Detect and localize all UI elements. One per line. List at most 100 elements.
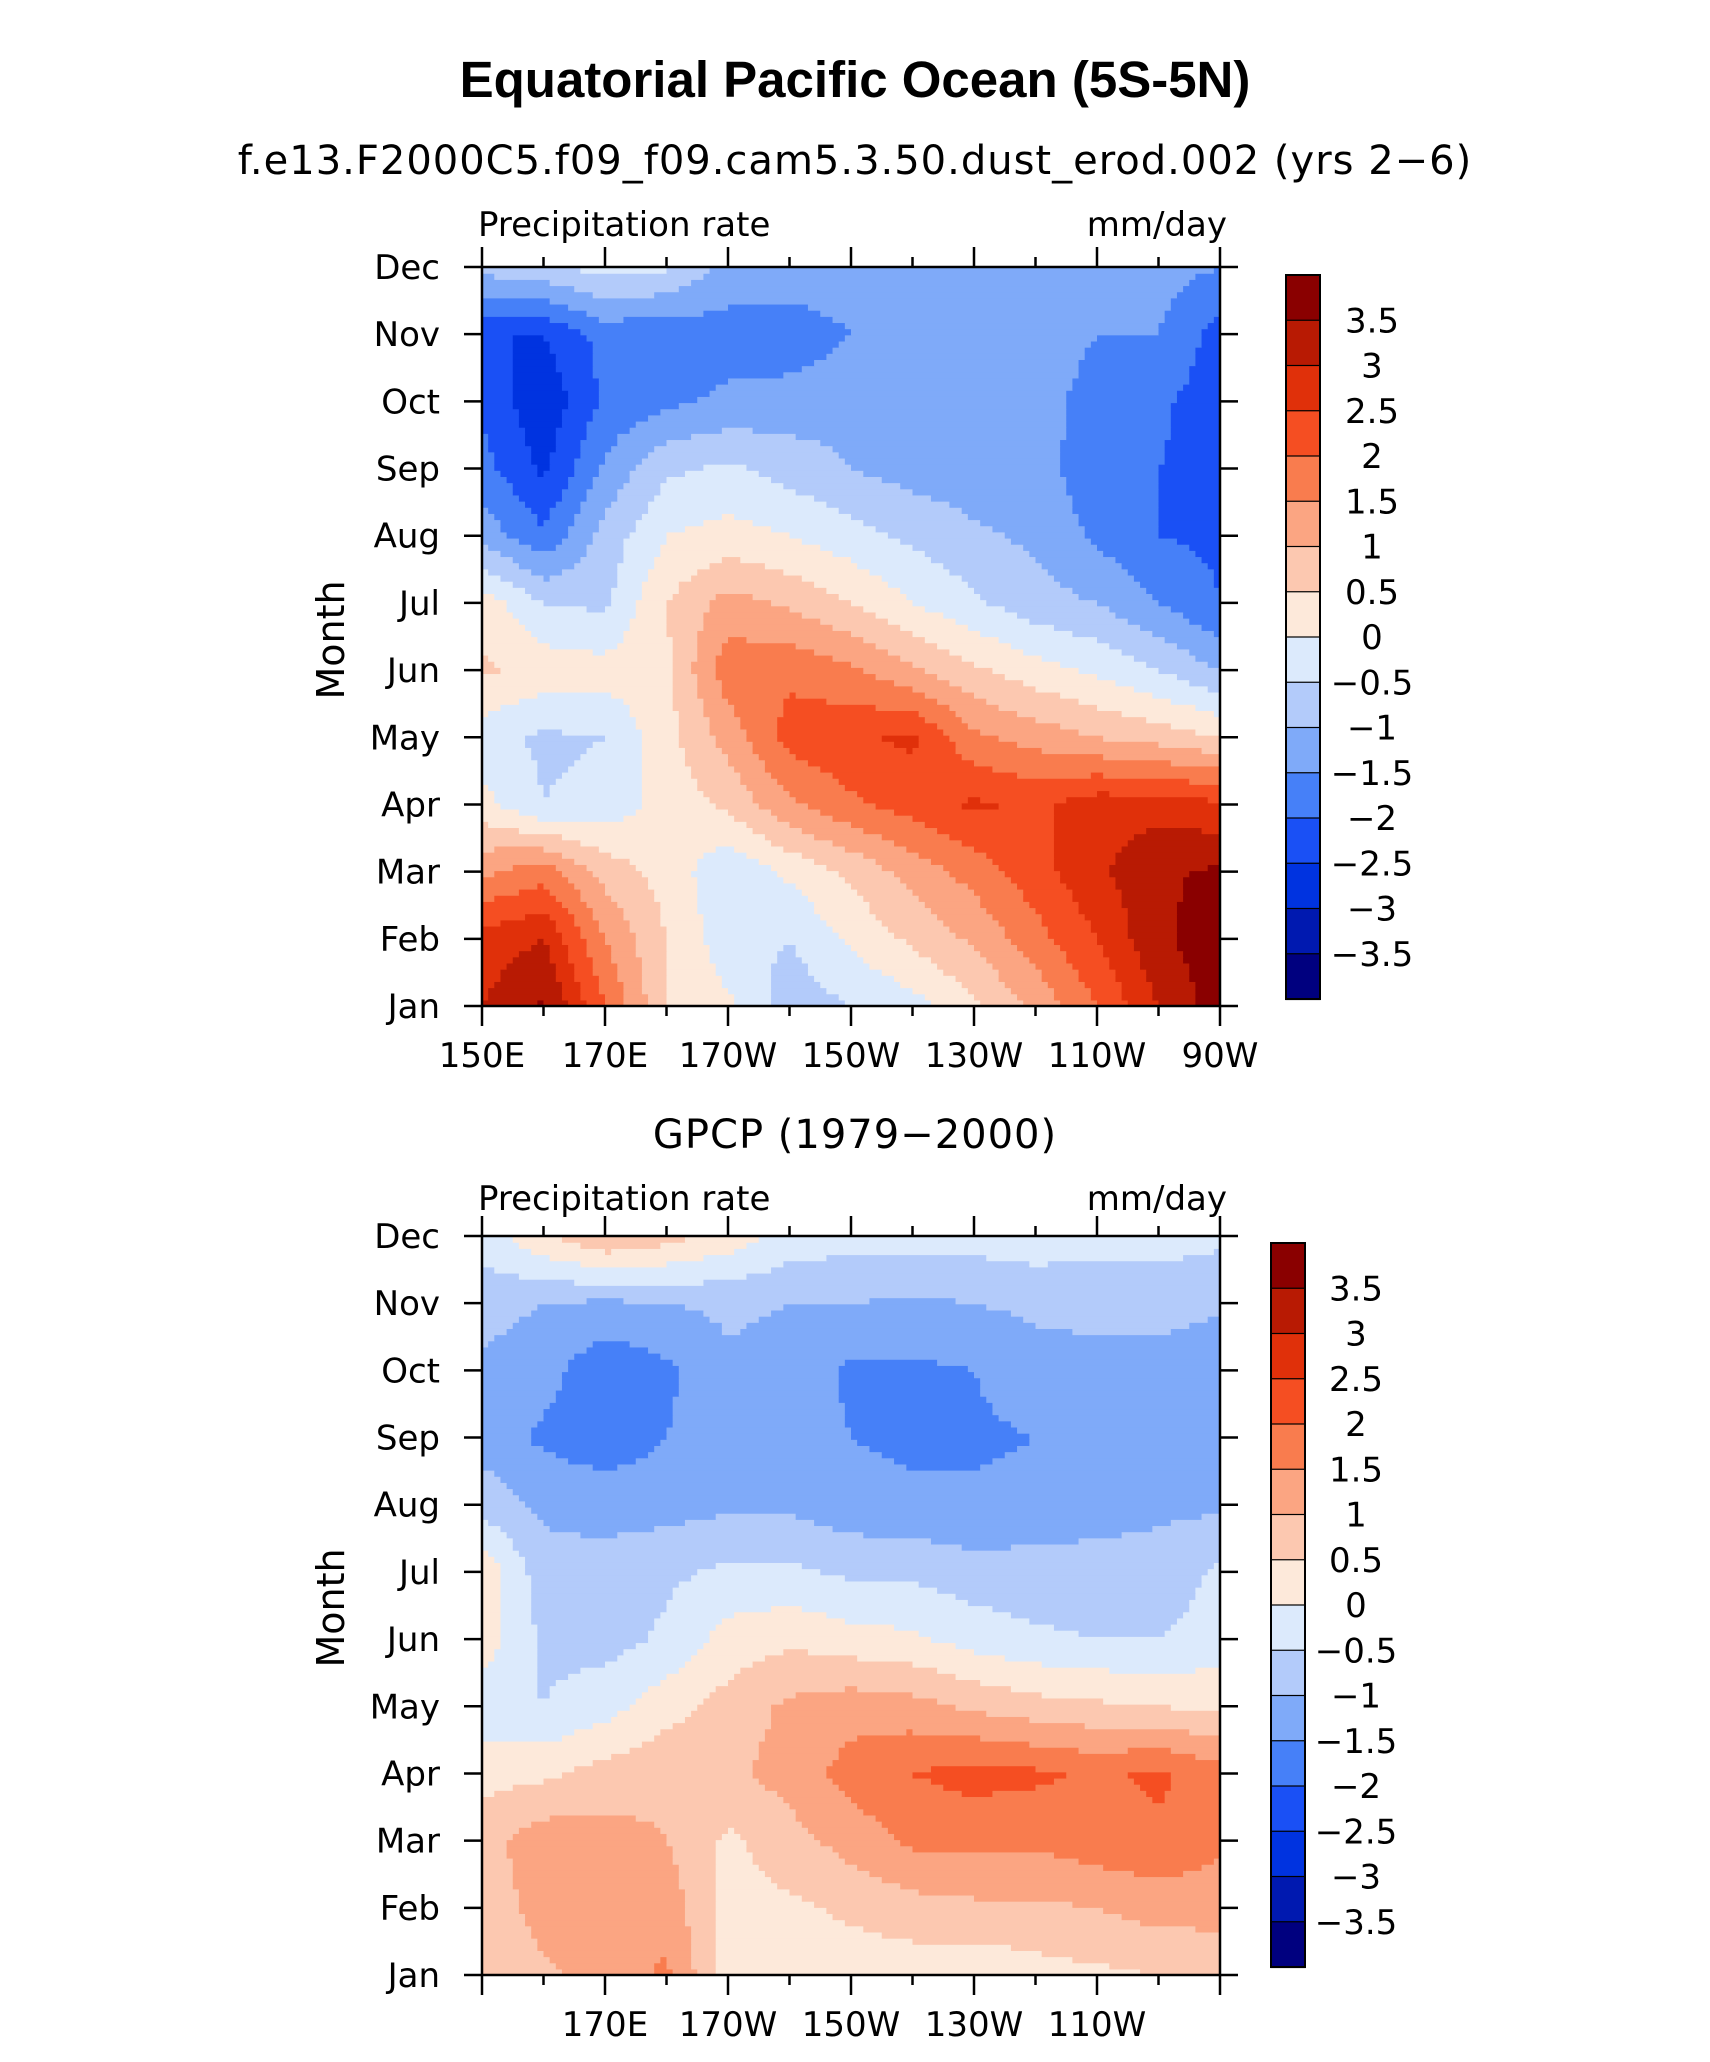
contour-cell (1201, 624, 1221, 631)
contour-cell (752, 741, 784, 748)
contour-cell (715, 1851, 754, 1859)
contour-cell (1010, 876, 1061, 884)
contour-cell (617, 574, 649, 582)
contour-cell (641, 759, 686, 767)
contour-cell (1121, 987, 1153, 995)
contour-cell (678, 1365, 840, 1373)
contour-cell (531, 593, 612, 601)
contour-cell (715, 802, 760, 810)
contour-cell (549, 457, 575, 465)
contour-cell (518, 888, 551, 896)
contour-cell (635, 420, 1067, 428)
contour-cell (1090, 771, 1104, 779)
contour-cell (482, 568, 489, 576)
contour-cell (482, 1574, 502, 1582)
contour-cell (887, 618, 957, 625)
contour-cell (832, 771, 1018, 779)
contour-cell (1133, 574, 1215, 582)
contour-cell (1201, 334, 1221, 342)
contour-cell (783, 1260, 1030, 1268)
contour-cell (715, 1956, 1073, 1964)
contour-cell (1158, 464, 1221, 471)
contour-cell (672, 593, 717, 601)
contour-cell (1066, 476, 1160, 484)
contour-cell (734, 845, 784, 853)
contour-cell (629, 476, 668, 484)
contour-cell (684, 1716, 772, 1724)
contour-cell (641, 870, 692, 878)
contour-cell (482, 1870, 514, 1878)
contour-cell (752, 1851, 840, 1859)
contour-cell (580, 267, 668, 274)
contour-cell (549, 1525, 655, 1533)
contour-cell (1146, 661, 1209, 668)
contour-cell (506, 1851, 674, 1859)
contour-cell (1060, 722, 1172, 730)
contour-cell (482, 1383, 563, 1391)
contour-cell (974, 759, 1172, 767)
contour-cell (482, 1759, 594, 1767)
contour-cell (592, 648, 606, 656)
contour-cell (918, 1888, 1221, 1896)
x-tick-label-170w: 170W (679, 1036, 778, 1076)
contour-cell (1090, 993, 1123, 1001)
contour-cell (955, 1593, 1196, 1600)
contour-cell (703, 1254, 827, 1262)
contour-cell (500, 550, 588, 558)
contour-cell (580, 925, 600, 933)
contour-cell (709, 722, 741, 730)
contour-cell (789, 531, 889, 539)
contour-cell (746, 728, 778, 736)
contour-cell (974, 845, 1055, 853)
contour-cell (771, 1605, 803, 1613)
contour-cell (482, 519, 502, 527)
contour-cell (1078, 519, 1160, 527)
contour-cell (1103, 1907, 1221, 1915)
contour-cell (580, 895, 612, 902)
contour-cell (998, 704, 1098, 711)
contour-cell (1176, 390, 1221, 397)
contour-cell (537, 1679, 557, 1687)
contour-cell (561, 1371, 680, 1379)
contour-cell (482, 1667, 538, 1674)
contour-cell (482, 1630, 502, 1637)
contour-cell (666, 1260, 784, 1268)
contour-cell (795, 1691, 914, 1699)
contour-cell (1109, 790, 1221, 798)
contour-cell (537, 1623, 655, 1631)
contour-cell (617, 901, 661, 909)
contour-cell (512, 365, 557, 373)
contour-cell (512, 1488, 1221, 1496)
contour-cell (709, 605, 791, 613)
contour-cell (1146, 716, 1221, 724)
panel-1-colorbar: 3.532.521.510.50−0.5−1−1.5−2−2.5−3−3.5 (1285, 274, 1413, 1001)
contour-cell (1072, 1328, 1172, 1336)
contour-cell (974, 691, 1061, 699)
contour-cell (1140, 962, 1190, 970)
contour-cell (482, 1777, 545, 1785)
contour-cell (758, 470, 864, 477)
contour-cell (721, 685, 914, 693)
contour-cell (531, 630, 625, 638)
contour-cell (611, 1248, 735, 1256)
contour-cell (697, 642, 723, 650)
contour-cell (1140, 950, 1184, 958)
contour-cell (518, 1888, 686, 1896)
contour-cell (1041, 913, 1086, 921)
contour-cell (820, 981, 901, 989)
contour-cell (820, 310, 1166, 317)
contour-cell (482, 747, 532, 755)
contour-cell (851, 1426, 1018, 1434)
contour-cell (967, 624, 1055, 631)
contour-cell (980, 593, 1080, 601)
contour-cell (1183, 950, 1221, 958)
contour-cell (728, 377, 1073, 385)
contour-cell (641, 741, 680, 748)
contour-cell (758, 753, 797, 761)
contour-cell (482, 1636, 502, 1644)
contour-cell (1109, 642, 1178, 650)
contour-cell (512, 488, 563, 496)
x-tick-label-170e: 170E (562, 2005, 648, 2045)
contour-cell (697, 784, 748, 792)
colorbar-box (1285, 545, 1321, 593)
